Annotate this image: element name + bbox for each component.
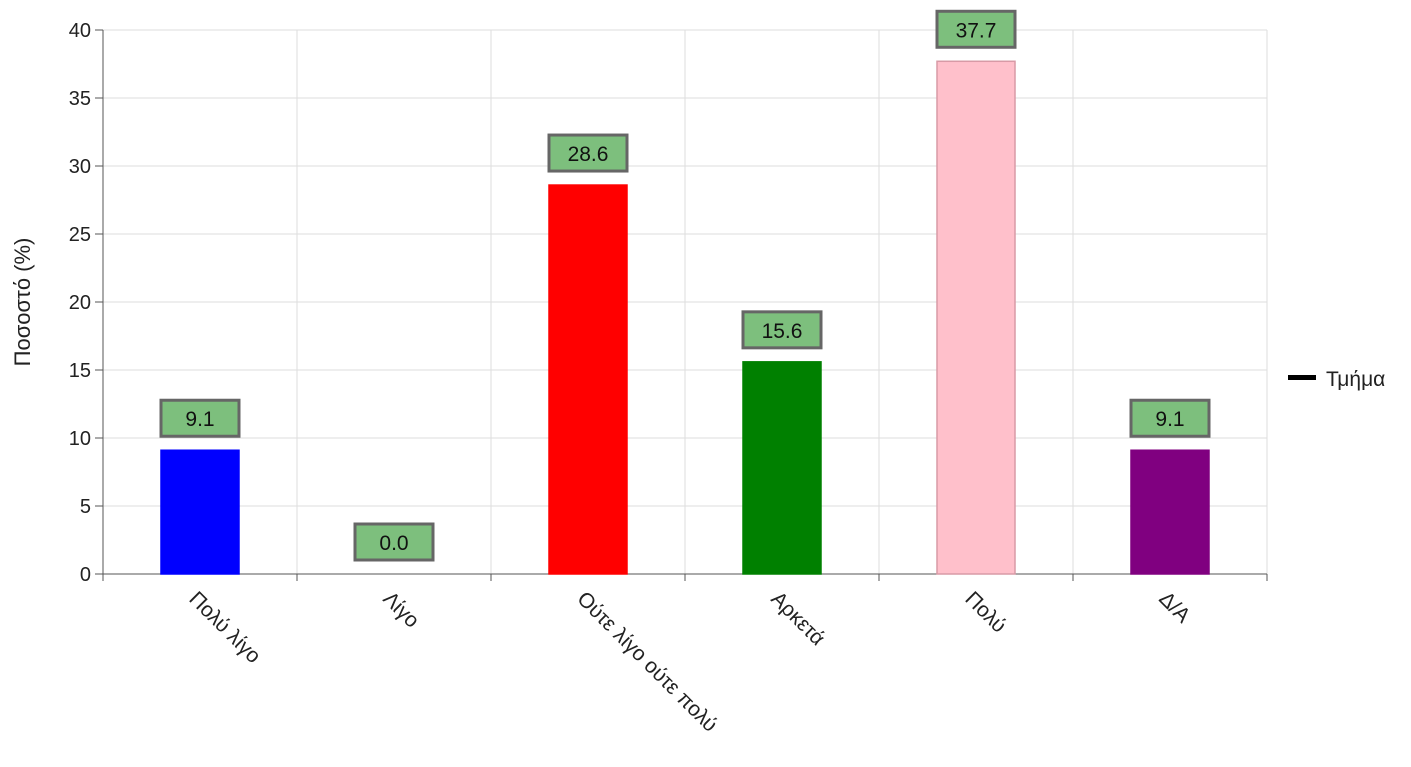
y-tick-label: 30 bbox=[69, 156, 91, 178]
y-tick-label: 20 bbox=[69, 292, 91, 314]
data-label: 28.6 bbox=[568, 143, 609, 166]
data-label: 15.6 bbox=[762, 320, 803, 343]
y-tick-label: 5 bbox=[80, 496, 91, 518]
legend-swatch bbox=[1288, 375, 1316, 380]
data-label-box bbox=[159, 398, 241, 438]
y-tick-label: 10 bbox=[69, 428, 91, 450]
data-label-box bbox=[741, 310, 823, 350]
data-label-box bbox=[547, 133, 629, 173]
bar bbox=[742, 361, 822, 575]
data-label: 9.1 bbox=[1155, 408, 1184, 431]
y-tick-label: 35 bbox=[69, 88, 91, 110]
bar bbox=[548, 184, 628, 575]
data-label: 0.0 bbox=[379, 532, 408, 555]
x-category-label: Δ/Α bbox=[1154, 587, 1194, 627]
data-label-box bbox=[935, 9, 1017, 49]
data-label-box bbox=[353, 522, 435, 562]
bars bbox=[160, 60, 1210, 575]
y-tick-label: 25 bbox=[69, 224, 91, 246]
x-category-label: Ούτε λίγο ούτε πολύ bbox=[572, 587, 721, 736]
data-label: 37.7 bbox=[956, 19, 997, 42]
y-tick-label: 40 bbox=[69, 20, 91, 42]
axes: 0 5 10 15 20 25 30 35 40 bbox=[69, 20, 1268, 586]
legend-label: Τμήμα bbox=[1326, 368, 1385, 391]
x-category-label: Πολύ λίγο bbox=[184, 587, 265, 668]
x-category-label: Πολύ bbox=[960, 587, 1010, 637]
data-label: 9.1 bbox=[185, 408, 214, 431]
y-axis-title: Ποσοστό (%) bbox=[10, 238, 35, 367]
bar bbox=[160, 449, 240, 575]
bar bbox=[1130, 449, 1210, 575]
y-tick-label: 15 bbox=[69, 360, 91, 382]
bar bbox=[936, 60, 1016, 575]
x-category-label: Λίγο bbox=[378, 587, 423, 632]
legend: Τμήμα bbox=[1288, 368, 1385, 391]
category-labels: Πολύ λίγο Λίγο Ούτε λίγο ούτε πολύ Αρκετά Πο… bbox=[184, 587, 1194, 736]
x-category-label: Αρκετά bbox=[766, 587, 829, 650]
data-label-box bbox=[1129, 398, 1211, 438]
data-labels: 9.1 0.0 28.6 15.6 37.7 9.1 bbox=[159, 9, 1211, 562]
y-tick-label: 0 bbox=[80, 564, 91, 586]
grid-lines bbox=[103, 29, 1268, 574]
